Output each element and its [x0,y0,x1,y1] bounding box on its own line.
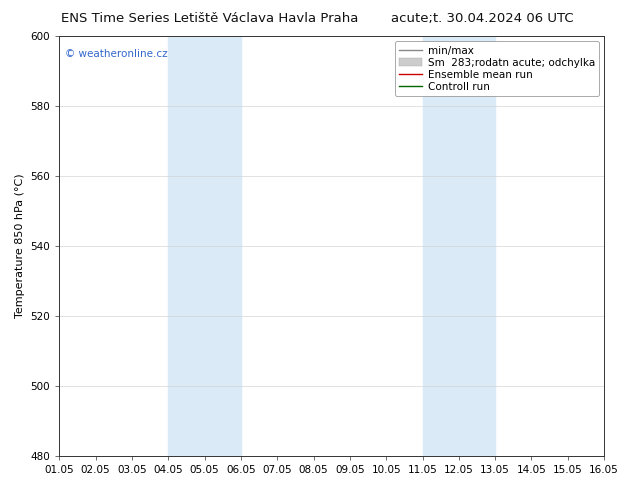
Legend: min/max, Sm  283;rodatn acute; odchylka, Ensemble mean run, Controll run: min/max, Sm 283;rodatn acute; odchylka, … [395,41,599,96]
Bar [422,36,495,456]
Text: © weatheronline.cz: © weatheronline.cz [65,49,167,59]
Text: acute;t. 30.04.2024 06 UTC: acute;t. 30.04.2024 06 UTC [391,12,573,25]
Y-axis label: Temperature 850 hPa (°C): Temperature 850 hPa (°C) [15,174,25,318]
Text: ENS Time Series Letiště Václava Havla Praha: ENS Time Series Letiště Václava Havla Pr… [60,12,358,25]
Bar [168,36,241,456]
